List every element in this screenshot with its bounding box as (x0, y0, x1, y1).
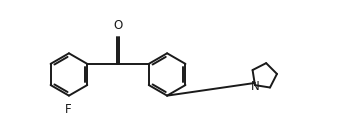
Text: F: F (65, 103, 72, 116)
Text: O: O (113, 19, 122, 32)
Text: N: N (251, 80, 259, 93)
